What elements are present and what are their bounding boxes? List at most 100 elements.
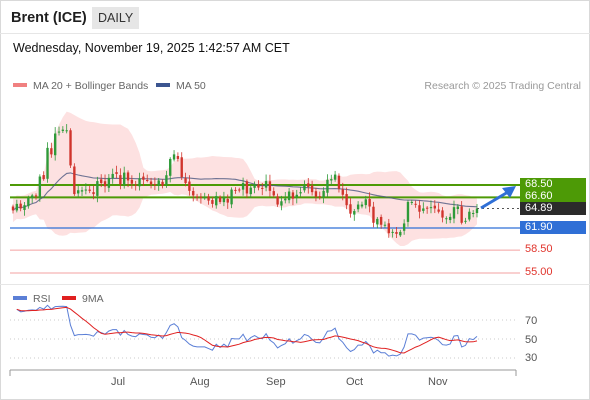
period-button[interactable]: DAILY: [92, 7, 140, 29]
month-label-nov: Nov: [428, 376, 448, 388]
candle-body: [195, 196, 199, 198]
candle-body: [276, 196, 279, 205]
candle-body: [257, 184, 260, 188]
header-divider: [0, 33, 590, 34]
candle-body: [437, 209, 440, 212]
candle-body: [322, 190, 325, 198]
candle-body: [211, 200, 214, 204]
support-1-label: 58.50: [525, 243, 553, 255]
legend-rsi-ma: 9MA: [62, 293, 104, 305]
candle-body: [142, 176, 145, 180]
support-2-label: 55.00: [525, 266, 553, 278]
candle-body: [107, 177, 111, 188]
candle-body: [119, 175, 122, 185]
candle-body: [368, 198, 371, 207]
candle-body: [345, 194, 348, 206]
candle-body: [314, 191, 318, 197]
candle-body: [468, 211, 471, 220]
candle-body: [57, 131, 61, 133]
month-label-sep: Sep: [266, 376, 286, 388]
candle-body: [207, 196, 210, 201]
month-label-oct: Oct: [346, 376, 364, 388]
candle-body: [402, 223, 406, 231]
candle-body: [341, 189, 344, 195]
candle-body: [333, 174, 337, 180]
candle-body: [84, 189, 88, 191]
forecast-arrow-head: [502, 186, 516, 198]
candle-body: [372, 206, 375, 223]
candle-body: [356, 204, 360, 210]
candle-body: [100, 179, 103, 184]
candle-body: [111, 173, 114, 179]
instrument-title: Brent (ICE): [11, 10, 87, 26]
candle-body: [15, 203, 19, 211]
bollinger-band: [13, 111, 477, 246]
candle-body: [96, 181, 99, 196]
rsi-label: RSI: [33, 293, 51, 305]
legend-ma50: MA 50: [156, 80, 206, 92]
candle-body: [184, 178, 187, 184]
candle-body: [230, 189, 233, 205]
ma50-label: MA 50: [176, 80, 206, 92]
candle-body: [192, 190, 195, 196]
candle-body: [460, 206, 463, 223]
candle-body: [23, 205, 26, 210]
ma20-swatch: [13, 83, 27, 88]
candle-body: [287, 191, 291, 201]
candle-body: [475, 208, 479, 214]
candle-body: [330, 179, 333, 181]
candle-body: [234, 189, 237, 191]
candle-body: [157, 180, 160, 186]
candle-body: [53, 133, 57, 156]
candle-body: [172, 154, 176, 160]
candle-body: [215, 196, 218, 206]
candle-body: [27, 198, 30, 207]
panel-divider: [0, 284, 590, 285]
month-label-aug: Aug: [190, 376, 210, 388]
candle-body: [203, 197, 206, 199]
candle-body: [418, 205, 421, 212]
candle-body: [153, 184, 157, 186]
timestamp: Wednesday, November 19, 2025 1:42:57 AM …: [13, 41, 290, 55]
candle-body: [34, 195, 38, 197]
candle-body: [61, 129, 65, 131]
candle-body: [353, 211, 356, 215]
candle-body: [30, 195, 34, 199]
candle-body: [176, 156, 180, 159]
candle-body: [241, 183, 245, 190]
ma50-swatch: [156, 83, 170, 88]
candle-body: [69, 130, 72, 166]
ma50-line: [12, 172, 478, 211]
month-label-jul: Jul: [111, 376, 126, 388]
candle-body: [73, 166, 76, 195]
candle-body: [77, 190, 80, 194]
resistance-1-label: 66.60: [520, 190, 586, 203]
candle-body: [422, 208, 425, 211]
rsi-swatch: [13, 296, 27, 301]
legend-rsi: RSI: [13, 293, 51, 305]
candle-body: [448, 216, 452, 221]
candle-body: [429, 207, 433, 209]
candle-body: [253, 184, 256, 188]
rsi-ma-swatch: [62, 296, 76, 301]
candle-body: [441, 210, 444, 218]
candle-body: [218, 197, 222, 202]
candle-body: [391, 231, 394, 233]
candle-body: [38, 176, 42, 198]
candle-body: [268, 181, 272, 191]
candle-body: [238, 189, 241, 191]
candle-body: [299, 192, 302, 194]
candle-body: [161, 181, 164, 186]
resistance-2-label: 68.50: [520, 178, 586, 191]
candle-body: [88, 189, 91, 191]
last-price-label: 64.89: [520, 202, 586, 215]
candle-body: [464, 220, 467, 222]
pivot-label: 61.90: [520, 221, 586, 234]
candle-body: [360, 204, 364, 207]
candle-body: [169, 158, 172, 176]
candle-body: [226, 198, 229, 203]
candle-body: [284, 198, 287, 201]
candle-body: [303, 185, 306, 191]
candle-body: [376, 218, 379, 225]
